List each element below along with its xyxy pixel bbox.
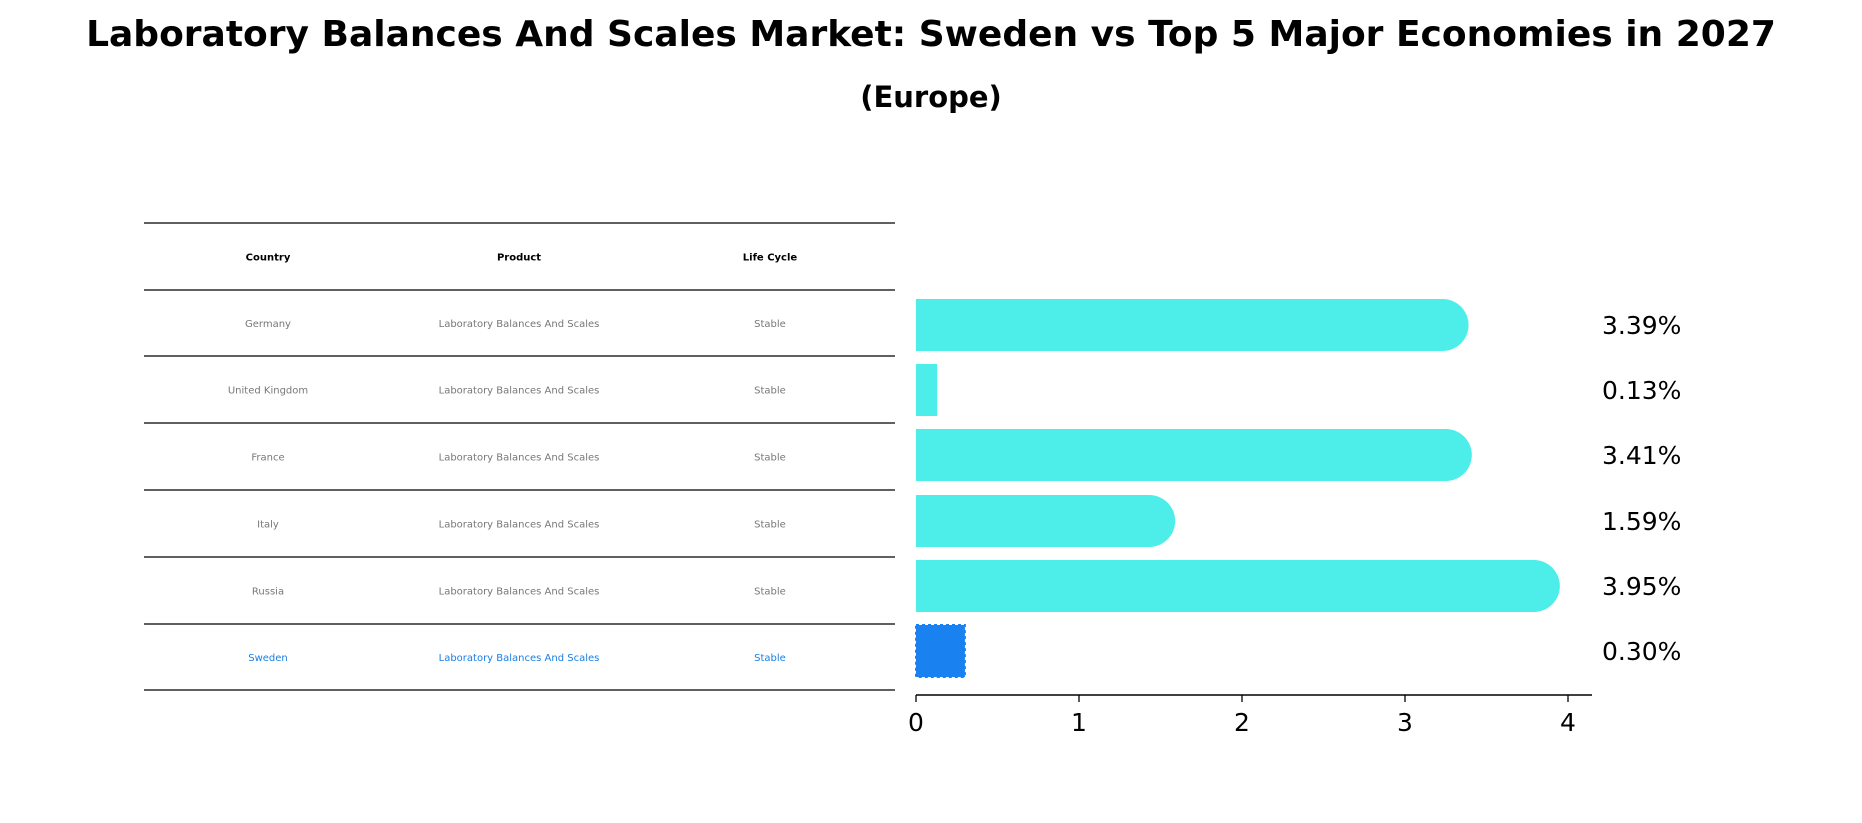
data-label: 0.13%	[1602, 376, 1681, 405]
table-cell: Stable	[754, 453, 786, 464]
data-label: 0.30%	[1602, 637, 1681, 666]
table-header-cell: Country	[246, 253, 291, 264]
table-cell: Germany	[245, 319, 291, 330]
bar	[916, 364, 938, 416]
table-cell: Laboratory Balances And Scales	[439, 386, 600, 397]
x-tick-label: 3	[1397, 708, 1413, 737]
table-cell: Laboratory Balances And Scales	[439, 587, 600, 598]
data-label: 3.39%	[1602, 311, 1681, 340]
bar	[916, 495, 1176, 547]
table-cell: Sweden	[248, 653, 288, 664]
table-cell: Laboratory Balances And Scales	[439, 319, 600, 330]
table-cell: Stable	[754, 520, 786, 531]
x-tick-label: 2	[1234, 708, 1250, 737]
bar	[915, 624, 966, 678]
chart-title: Laboratory Balances And Scales Market: S…	[86, 14, 1776, 55]
table-cell: Italy	[257, 520, 279, 531]
bar	[916, 429, 1472, 481]
table-cell: Stable	[754, 653, 786, 664]
table-cell: Laboratory Balances And Scales	[439, 520, 600, 531]
bar	[916, 560, 1560, 612]
chart-subtitle: (Europe)	[860, 80, 1002, 114]
table-header-cell: Life Cycle	[743, 253, 798, 264]
x-tick-label: 0	[908, 708, 924, 737]
table-cell: Russia	[252, 587, 284, 598]
table-cell: United Kingdom	[228, 386, 308, 397]
table-cell: Stable	[754, 319, 786, 330]
table-cell: Laboratory Balances And Scales	[439, 453, 600, 464]
table-cell: Laboratory Balances And Scales	[439, 653, 600, 664]
x-tick-label: 4	[1560, 708, 1576, 737]
bar	[916, 299, 1469, 351]
x-tick-label: 1	[1071, 708, 1087, 737]
table-cell: Stable	[754, 587, 786, 598]
table-cell: Stable	[754, 386, 786, 397]
table-header-cell: Product	[497, 253, 541, 264]
data-label: 3.41%	[1602, 441, 1681, 470]
data-label: 3.95%	[1602, 572, 1681, 601]
table-cell: France	[251, 453, 284, 464]
data-label: 1.59%	[1602, 507, 1681, 536]
